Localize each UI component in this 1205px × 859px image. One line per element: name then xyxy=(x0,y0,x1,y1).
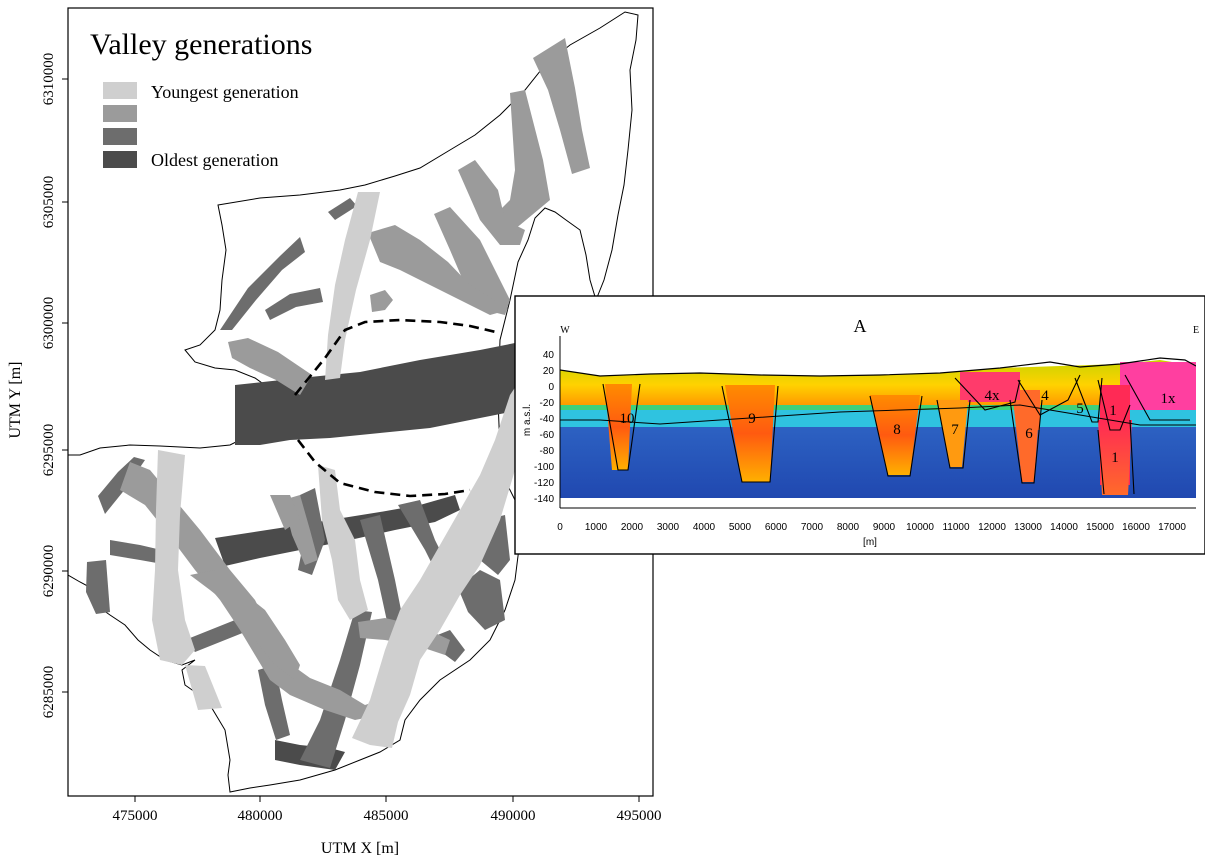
profile-x-ticks: 0 1000 2000 3000 4000 5000 6000 7000 800… xyxy=(557,522,1186,533)
map-y-tick: 6295000 xyxy=(41,424,57,477)
legend-swatch-2 xyxy=(103,105,137,122)
map-x-axis-label: UTM X [m] xyxy=(321,840,399,857)
map-y-tick: 6290000 xyxy=(41,545,57,598)
profile-x-tick: 6000 xyxy=(765,522,788,533)
valley-6 xyxy=(1013,400,1040,482)
profile-x-tick: 15000 xyxy=(1086,522,1114,533)
valley-outlines xyxy=(602,374,1190,495)
profile-y-axis-label: m a.s.l. xyxy=(522,404,533,436)
valley-label: 8 xyxy=(893,422,901,438)
profile-y-tick: 0 xyxy=(548,382,554,393)
map-y-tick: 6285000 xyxy=(41,666,57,719)
profile-x-tick: 8000 xyxy=(837,522,860,533)
profile-y-tick: 20 xyxy=(543,366,555,377)
profile-x-tick: 17000 xyxy=(1158,522,1186,533)
profile-x-tick: 12000 xyxy=(978,522,1006,533)
profile-y-tick: -20 xyxy=(540,398,555,409)
map-y-axis xyxy=(62,78,68,693)
map-x-tick: 490000 xyxy=(491,808,536,824)
dashed-boundary-south xyxy=(296,439,471,498)
profile-west-label: W xyxy=(560,325,570,336)
profile-x-tick: 11000 xyxy=(942,522,970,533)
legend-swatch-youngest xyxy=(103,82,137,99)
map-y-tick: 6300000 xyxy=(41,297,57,350)
profile-x-tick: 13000 xyxy=(1014,522,1042,533)
map-x-tick: 475000 xyxy=(113,808,158,824)
map-x-tick: 480000 xyxy=(238,808,283,824)
map-x-tick: 485000 xyxy=(364,808,409,824)
valley-label: 5 xyxy=(1076,401,1084,417)
profile-x-tick: 5000 xyxy=(729,522,752,533)
profile-x-tick: 14000 xyxy=(1050,522,1078,533)
valley-8 xyxy=(870,395,920,475)
valley-label: 4 xyxy=(1041,388,1049,404)
valley-label: 10 xyxy=(620,411,635,427)
profile-x-tick: 7000 xyxy=(801,522,824,533)
legend-swatch-3 xyxy=(103,128,137,145)
profile-x-tick: 16000 xyxy=(1122,522,1150,533)
dashed-boundary-north xyxy=(293,318,501,396)
map-panel: Valley generations Youngest generation O… xyxy=(7,7,662,857)
map-y-axis-label: UTM Y [m] xyxy=(7,361,24,438)
profile-inset: A W E 40 20 0 -20 -40 -60 -80 -100 -120 … xyxy=(514,295,1205,555)
profile-x-tick: 4000 xyxy=(693,522,716,533)
profile-x-tick: 10000 xyxy=(906,522,934,533)
profile-x-tick: 3000 xyxy=(657,522,680,533)
resistivity-section xyxy=(560,357,1196,498)
profile-x-tick: 1000 xyxy=(585,522,608,533)
map-legend: Youngest generation Oldest generation xyxy=(103,82,299,170)
profile-y-tick: 40 xyxy=(543,350,555,361)
middle-generation-valleys xyxy=(120,38,590,720)
profile-y-tick: -40 xyxy=(540,414,555,425)
profile-east-label: E xyxy=(1193,325,1199,336)
legend-swatch-oldest xyxy=(103,151,137,168)
legend-label-youngest: Youngest generation xyxy=(151,82,299,102)
profile-y-tick: -80 xyxy=(540,446,555,457)
valley-7 xyxy=(937,400,968,467)
map-y-tick: 6310000 xyxy=(41,53,57,106)
profile-x-tick: 2000 xyxy=(621,522,644,533)
valley-1-lower xyxy=(1098,420,1132,495)
valley-labels: 10 9 8 7 6 4x 4 5 1 1 1x xyxy=(620,388,1177,466)
map-y-tick: 6305000 xyxy=(41,176,57,229)
profile-y-tick: -120 xyxy=(534,478,554,489)
map-title: Valley generations xyxy=(90,28,312,61)
valley-label: 7 xyxy=(951,422,959,438)
youngest-generation-valleys xyxy=(152,192,525,748)
profile-x-tick: 9000 xyxy=(873,522,896,533)
valley-label: 6 xyxy=(1025,426,1033,442)
valley-label: 4x xyxy=(985,388,1001,404)
profile-y-ticks: 40 20 0 -20 -40 -60 -80 -100 -120 -140 xyxy=(534,350,554,505)
valley-label: 1x xyxy=(1161,391,1177,407)
profile-y-tick: -60 xyxy=(540,430,555,441)
profile-title: A xyxy=(854,316,867,336)
map-x-axis xyxy=(134,796,640,802)
profile-y-tick: -140 xyxy=(534,494,554,505)
legend-label-oldest: Oldest generation xyxy=(151,150,278,170)
profile-y-tick: -100 xyxy=(534,462,554,473)
valley-label: 1 xyxy=(1109,403,1117,419)
ground-surface xyxy=(560,357,1196,377)
profile-x-tick: 0 xyxy=(557,522,563,533)
valley-10 xyxy=(605,384,632,470)
valley-9 xyxy=(725,385,775,482)
valley-label: 1 xyxy=(1111,450,1119,466)
profile-x-axis-label: [m] xyxy=(863,537,877,548)
map-x-tick: 495000 xyxy=(617,808,662,824)
valley-label: 9 xyxy=(748,411,756,427)
